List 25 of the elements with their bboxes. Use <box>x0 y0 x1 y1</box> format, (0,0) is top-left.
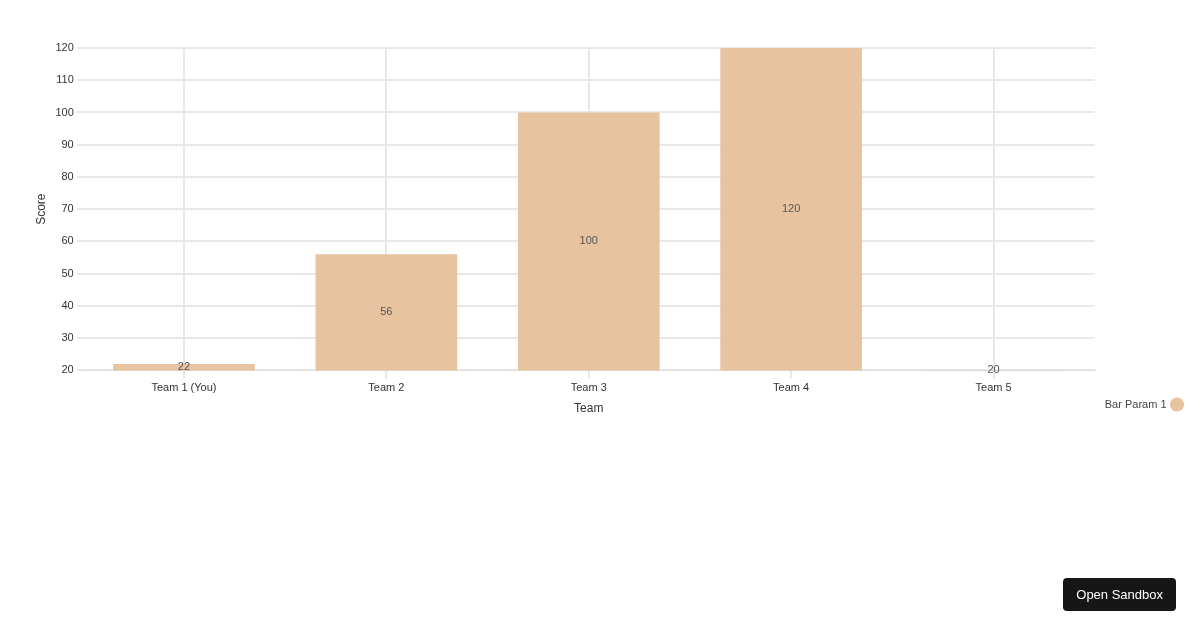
x-tick-label: Team 4 <box>773 381 810 394</box>
y-tick-label: 50 <box>61 266 74 279</box>
y-tick-label: 40 <box>61 298 74 311</box>
x-tick-label: Team 1 (You) <box>151 381 217 394</box>
data-label: 20 <box>987 363 1000 376</box>
y-tick-label: 80 <box>61 169 74 182</box>
y-tick-label: 100 <box>55 105 74 118</box>
y-tick-label: 110 <box>56 73 74 86</box>
data-label: 56 <box>380 305 393 318</box>
y-tick-label: 120 <box>55 41 74 54</box>
legend-label: Bar Param 1 <box>1104 397 1167 410</box>
x-tick-label: Team 5 <box>975 381 1012 394</box>
y-tick-label: 30 <box>61 331 74 344</box>
x-tick-label: Team 2 <box>368 381 405 394</box>
y-axis-title: Score <box>33 193 48 225</box>
y-tick-label: 70 <box>61 202 74 215</box>
y-tick-label: 20 <box>61 363 74 376</box>
x-axis-title: Team <box>574 401 604 416</box>
y-tick-label: 60 <box>61 234 74 247</box>
x-tick-label: Team 3 <box>570 381 607 394</box>
text: Open Sandbox <box>1063 578 1176 611</box>
y-tick-label: 90 <box>61 137 74 150</box>
data-label: 22 <box>177 360 191 373</box>
data-label: 100 <box>579 234 598 247</box>
data-label: 120 <box>781 202 801 215</box>
